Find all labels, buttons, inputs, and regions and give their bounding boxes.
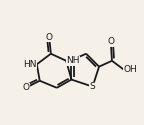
Text: O: O (46, 33, 53, 42)
Text: HN: HN (23, 60, 37, 69)
Text: NH: NH (66, 56, 80, 65)
Text: O: O (107, 38, 114, 46)
Text: O: O (22, 83, 29, 92)
Text: S: S (90, 82, 95, 91)
Text: OH: OH (124, 65, 138, 74)
